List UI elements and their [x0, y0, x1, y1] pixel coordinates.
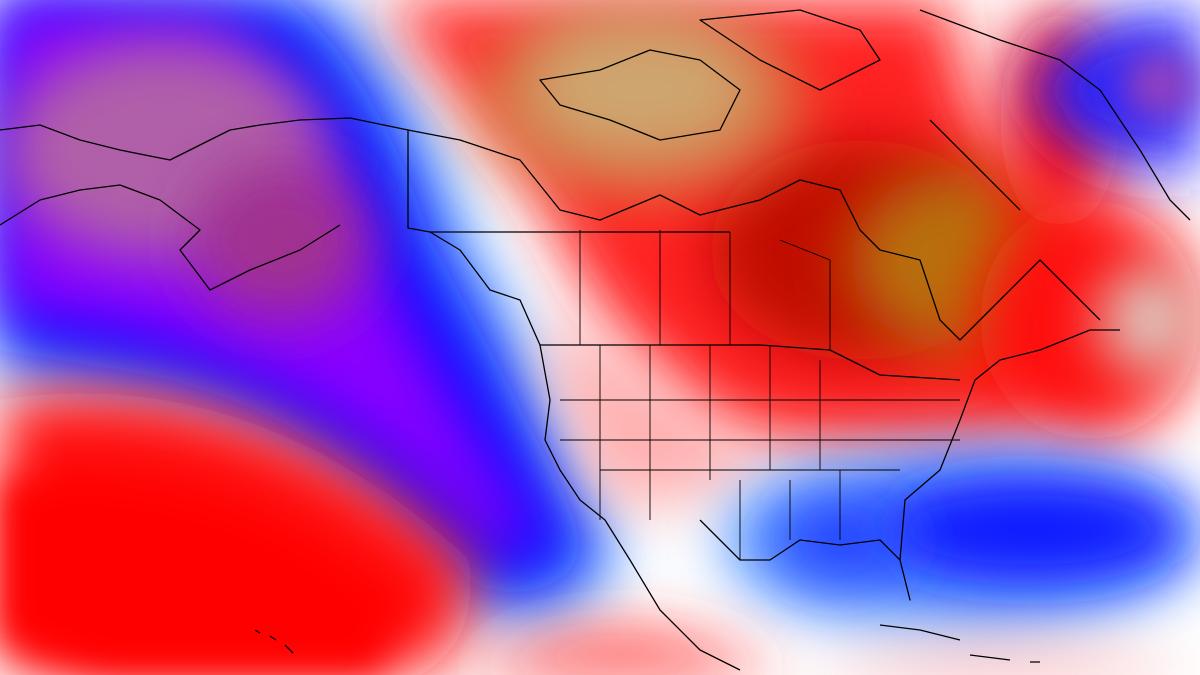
- positive-caribbean: [460, 632, 780, 675]
- positive-atlantic: [980, 200, 1200, 440]
- canada-arctic-coast: [407, 129, 1101, 341]
- greenland-coast: [919, 9, 1191, 221]
- very-strong-positive-arctic: [470, 0, 810, 200]
- pacific-coastline: [539, 344, 741, 671]
- aleutian-chain: [0, 184, 341, 291]
- negative-southeast-core: [870, 475, 1190, 585]
- negative-north-atlantic: [1030, 10, 1200, 170]
- coastlines-and-borders: [0, 9, 1191, 671]
- arctic-islands: [539, 9, 881, 141]
- state-borders: [560, 230, 960, 560]
- strong-negative-north-atlantic: [1120, 50, 1200, 120]
- alaska-coastline: [0, 117, 541, 346]
- caribbean-islands: [879, 624, 1040, 663]
- gulf-coastline: [699, 329, 1120, 601]
- positive-pacific-core: [0, 475, 400, 675]
- weak-positive-caribbean: [800, 647, 1200, 675]
- negative-core-bering: [190, 160, 370, 320]
- extreme-positive-atlantic: [1100, 265, 1200, 375]
- hawaii-islands: [254, 629, 294, 654]
